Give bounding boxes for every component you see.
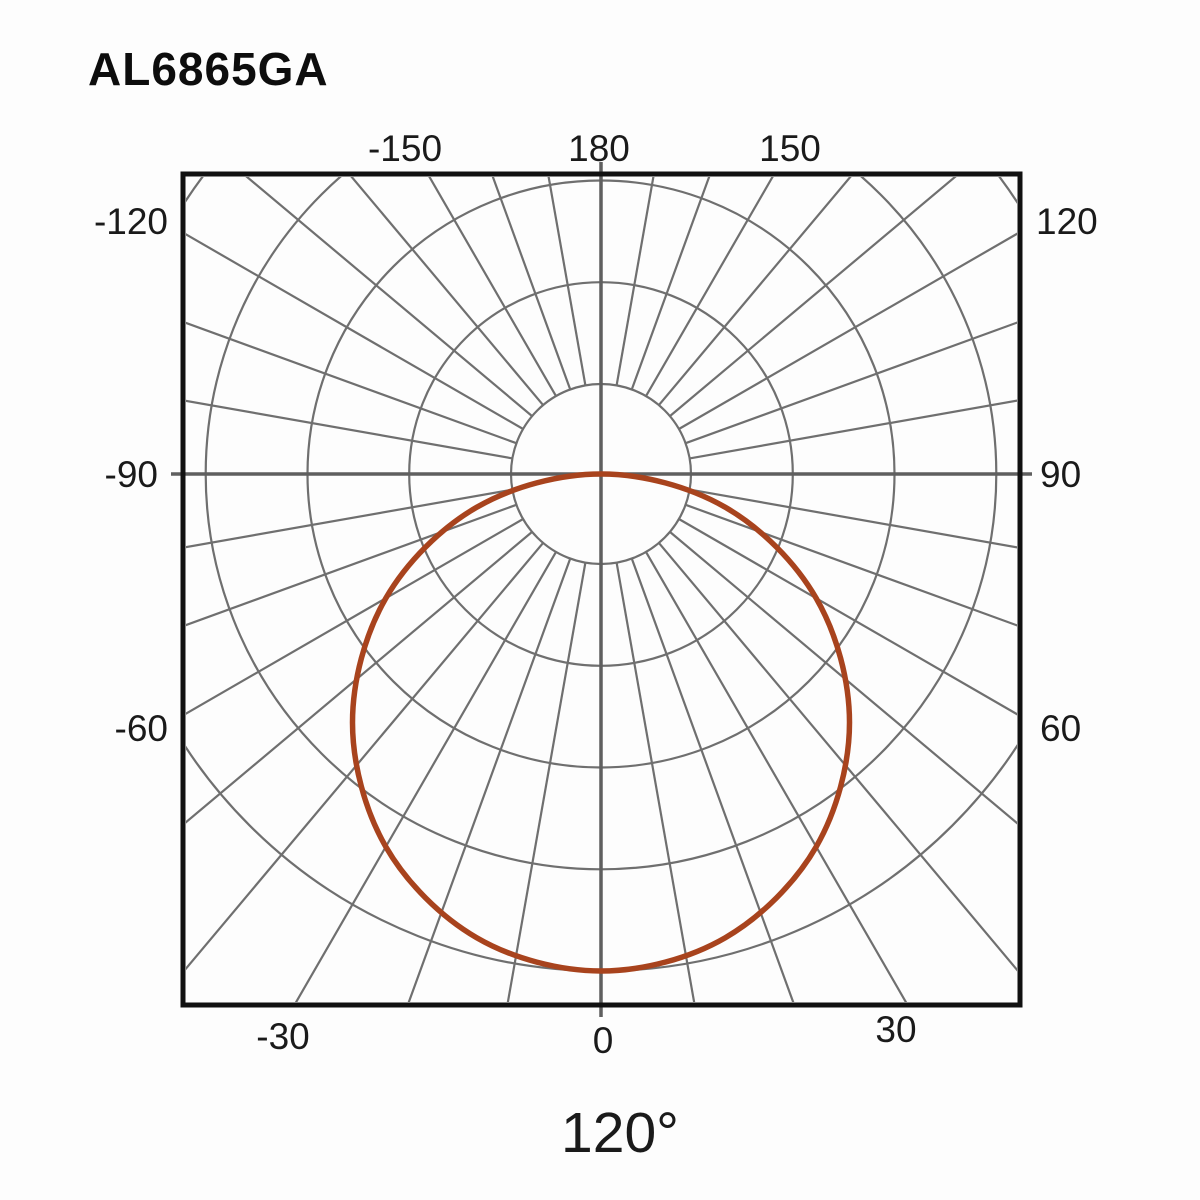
main-axes: [171, 162, 1032, 1017]
radial-line: [685, 503, 1017, 627]
radial-line: [186, 542, 544, 971]
angle-label-right-90: 90: [1040, 454, 1081, 495]
angle-label-left-minus60: -60: [115, 708, 168, 749]
radial-line: [186, 399, 513, 460]
angle-label-bottom-minus30: -30: [256, 1016, 309, 1057]
angle-label-left-minus120: -120: [94, 201, 168, 242]
radial-line: [186, 321, 517, 445]
radial-line: [506, 562, 587, 1002]
chart-frame: [180, 171, 1023, 1008]
radial-line: [658, 177, 852, 406]
radial-line: [678, 232, 1017, 430]
radial-line: [645, 177, 774, 397]
angle-label-right-120: 120: [1036, 201, 1098, 242]
radial-line: [630, 558, 795, 1002]
radial-line: [645, 551, 908, 1002]
angle-label-top-180: 180: [568, 128, 630, 169]
beam-angle-label: 120°: [561, 1101, 679, 1165]
angle-label-left-minus90: -90: [105, 454, 158, 495]
radial-line: [186, 531, 533, 824]
angle-label-bottom-0: 0: [593, 1020, 614, 1061]
radial-line: [678, 518, 1017, 716]
radial-line: [350, 177, 544, 406]
page-title: AL6865GA: [88, 43, 329, 95]
radial-line: [669, 531, 1017, 825]
radial-line: [547, 177, 587, 386]
radial-line: [669, 177, 957, 417]
radial-line: [491, 177, 572, 390]
angle-label-top-minus150: -150: [368, 128, 442, 169]
radial-line: [658, 542, 1017, 972]
radial-line: [689, 488, 1017, 549]
radial-line: [294, 551, 557, 1002]
radial-line: [245, 177, 533, 417]
angle-label-top-150: 150: [759, 128, 821, 169]
radial-line: [428, 177, 557, 397]
radial-line: [186, 233, 524, 430]
radial-line: [689, 399, 1017, 460]
angle-label-right-60: 60: [1040, 708, 1081, 749]
radial-line: [630, 177, 711, 390]
radial-line: [407, 558, 572, 1002]
radial-line: [186, 488, 513, 549]
radial-line: [615, 177, 655, 386]
radial-line: [186, 503, 517, 627]
radial-line: [615, 562, 696, 1002]
angle-label-bottom-30: 30: [875, 1009, 916, 1050]
angle-labels: -150 180 150 -120 -90 -60 120 90 60 -30 …: [94, 128, 1098, 1061]
intensity-curve: [349, 471, 853, 974]
radial-line: [685, 321, 1017, 445]
radial-line: [186, 518, 524, 715]
